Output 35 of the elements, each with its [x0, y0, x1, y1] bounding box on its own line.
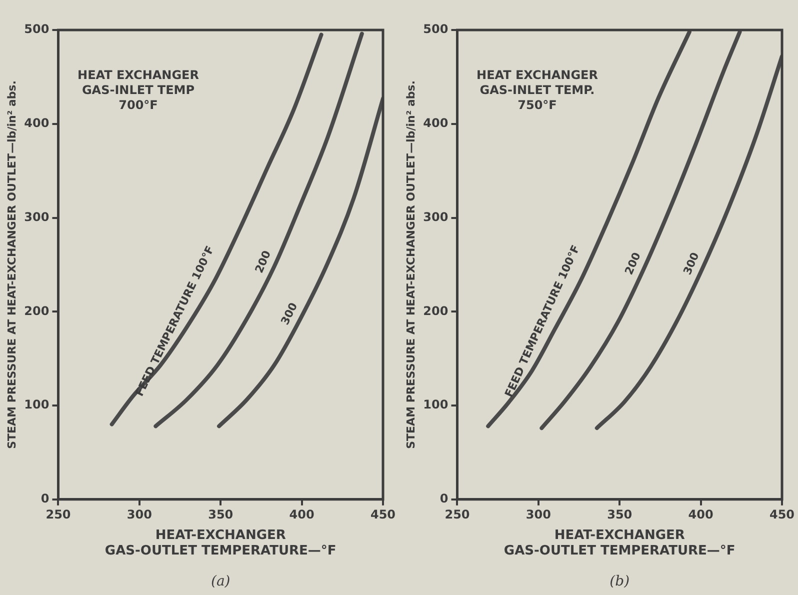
x-tick-label: 450: [370, 508, 396, 522]
y-tick-label: 200: [24, 304, 50, 318]
y-tick-label: 400: [24, 116, 50, 130]
y-tick-label: 0: [440, 492, 448, 506]
x-tick-label: 250: [444, 508, 470, 522]
line-series: [217, 96, 383, 428]
x-tick-label: 350: [208, 508, 234, 522]
text: 300: [278, 300, 300, 327]
text: 200: [252, 248, 274, 275]
y-tick-label: 500: [24, 22, 50, 36]
annotation: HEAT EXCHANGER GAS-INLET TEMP. 750°F: [476, 68, 598, 112]
text: (a): [210, 574, 230, 590]
x-tick-label: 250: [46, 508, 71, 522]
x-tick-label: 450: [769, 508, 795, 522]
x-axis-title: HEAT-EXCHANGER GAS-OUTLET TEMPERATURE—°F: [504, 528, 736, 559]
y-tick-label: 300: [423, 210, 448, 224]
x-axis-title: HEAT-EXCHANGER GAS-OUTLET TEMPERATURE—°F: [104, 528, 336, 559]
y-tick-label: 100: [24, 398, 50, 412]
x-tick-label: 300: [126, 508, 152, 522]
y-tick-label: 200: [423, 304, 448, 318]
text: 300: [680, 250, 702, 277]
x-tick-label: 400: [289, 508, 314, 522]
y-tick-label: 500: [423, 22, 448, 36]
y-tick-label: 400: [423, 116, 448, 130]
y-tick-label: 100: [423, 398, 448, 412]
text: 200: [622, 250, 644, 277]
annotation: HEAT EXCHANGER GAS-INLET TEMP 700°F: [78, 68, 199, 112]
x-tick-label: 350: [607, 508, 632, 522]
y-tick-label: 0: [40, 492, 50, 506]
y-axis-title: STEAM PRESSURE AT HEAT-EXCHANGER OUTLET—lb/in² abs.: [5, 80, 18, 449]
y-axis-title: STEAM PRESSURE AT HEAT-EXCHANGER OUTLET—lb/in² abs.: [404, 80, 418, 449]
x-tick-label: 400: [688, 508, 714, 522]
x-tick-label: 300: [526, 508, 551, 522]
y-tick-label: 300: [24, 210, 50, 224]
text: (b): [610, 574, 630, 590]
